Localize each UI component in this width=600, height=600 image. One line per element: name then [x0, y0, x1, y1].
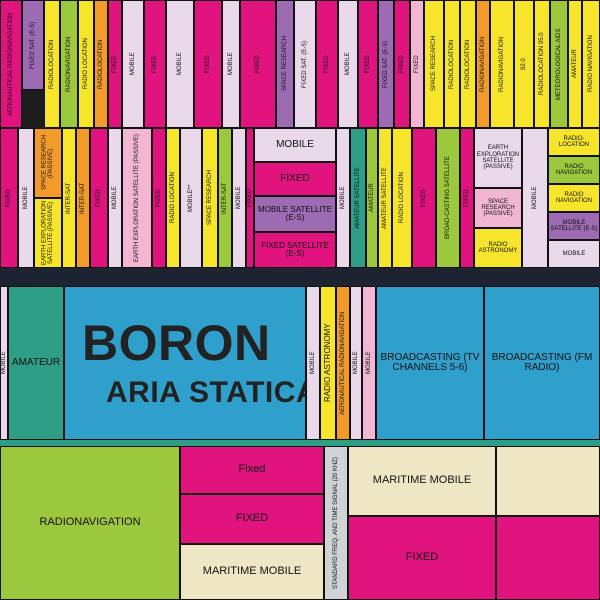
- band-fixed-mixed: Fixed: [180, 446, 324, 494]
- band-radio-location-3: RADIO LOCATION: [392, 128, 412, 268]
- band-broadcasting-fm: BROADCASTING (FM RADIO): [484, 286, 600, 440]
- band-space-research-4: SPACE RESEARCH: [202, 128, 218, 268]
- title-subtitle: ARIA STATICA: [106, 376, 319, 409]
- band-radio-location-4: Radio-location: [548, 128, 600, 156]
- band-radiolocation-4: RADIOLOCATION: [460, 0, 476, 128]
- band-mobile-5: MOBILE: [18, 128, 34, 268]
- band-mobile-12: MOBILE: [0, 286, 8, 440]
- band-radionav-2: RADIONAVIGATION: [476, 0, 490, 128]
- band-radiolocation-1: RADIOLOCATION: [44, 0, 60, 128]
- band-fixed-5: FIXED: [316, 0, 338, 128]
- band-radio-location-2: RADIO LOCATION: [166, 128, 180, 268]
- band-radiolocation-3: RADIOLOCATION: [444, 0, 460, 128]
- band-mobile-6: MOBILE: [108, 128, 122, 268]
- band-radionavigation-big: RADIONAVIGATION: [0, 446, 180, 600]
- band-fixed-sat: FIXED SAT. (E-S): [22, 0, 44, 90]
- band-fixed-2: FIXED: [144, 0, 166, 128]
- band-space-research-2: SPACE RESEARCH: [424, 0, 444, 128]
- band-mobile-11: MOBILE: [548, 240, 600, 268]
- band-mobile-3: MOBILE: [222, 0, 240, 128]
- band-fixed-17: FIXED: [348, 516, 496, 600]
- band-fixed-12: FIXED: [246, 128, 254, 268]
- band-amateur-3: AMATEUR: [8, 286, 64, 440]
- band-fixed-6: FIXED: [358, 0, 378, 128]
- band-mobile-10: MOBILE: [522, 128, 548, 268]
- separator-top: [0, 268, 600, 286]
- band-earth-expl-2: EARTH EXPLORATION SATELLITE (Passive): [122, 128, 152, 268]
- band-amateur-sat-2: Amateur Satellite: [378, 128, 392, 268]
- band-fixed-4: FIXED: [240, 0, 276, 128]
- band-aero-radionav-2: AERONAUTICAL RADIONAVIGATION: [336, 286, 350, 440]
- band-amateur-1: Amateur: [568, 0, 582, 128]
- band-fixed-1: FIXED: [108, 0, 122, 128]
- band-fixed-11: FIXED: [152, 128, 166, 268]
- band-space-research-5: SPACE RESEARCH (Passive): [474, 188, 522, 228]
- band-broad-sat: BROAD-CASTING SATELLITE: [436, 128, 460, 268]
- band-maritime-cream: [496, 446, 600, 516]
- title-name: BORON: [82, 315, 271, 371]
- band-920: 92.0: [514, 0, 534, 128]
- band-inter-sat-2: INTER-SAT: [76, 128, 90, 268]
- band-mobile-7: MOBILE: [232, 128, 246, 268]
- band-radionav-6: RADIO NAVIGATION: [548, 184, 600, 212]
- band-radiolocation-2: RADIOLOCATION: [94, 0, 108, 128]
- band-fixed-15: FIXED: [460, 128, 474, 268]
- band-mobile-15: MOBILE: [362, 286, 376, 440]
- band-standard-freq: STANDARD FREQ. AND TIME SIGNAL (20 kHz): [324, 446, 348, 600]
- band-fixed-13: FIXED: [254, 162, 336, 196]
- band-maritime-mobile-2: MARITIME MOBILE: [348, 446, 496, 516]
- band-mobile-14: MOBILE: [350, 286, 362, 440]
- band-amateur-sat-1: AMATEUR SATELLITE: [350, 128, 366, 268]
- band-inter-sat-1: INTER-SAT: [62, 128, 76, 268]
- band-amateur-2: AMATEUR: [366, 128, 378, 268]
- band-fixed-10: FIXED: [90, 128, 108, 268]
- band-mobile-8: MOBILE: [254, 128, 336, 162]
- band-radionav-5: RADIO NAVIGATION: [548, 156, 600, 184]
- band-space-research-3: SPACE RESEARCH (Passive): [34, 128, 62, 198]
- band-fixed-8: FIXED: [410, 0, 424, 128]
- band-earth-expl-3: EARTH EXPLORATION SATELLITE (Passive): [474, 128, 522, 188]
- band-mobile-sat: MOBILE SATELLITE (E-S): [254, 196, 336, 232]
- band-fixed-sat-4: FIXED SATELLITE (E-S): [254, 232, 336, 268]
- band-aero-radionav: AERONAUTICAL RADIONAVIGATION: [0, 0, 22, 128]
- band-mobile-13: MOBILE: [306, 286, 320, 440]
- band-earth-expl-1: EARTH EXPLORATION SATELLITE (Passive): [34, 198, 62, 268]
- band-fixed-pink: [496, 516, 600, 600]
- band-inter-sat-3: INTER-SAT: [218, 128, 232, 268]
- band-radionav-3: RADIONAVIGATION: [490, 0, 514, 128]
- band-mobile-2: MOBILE: [166, 0, 194, 128]
- band-fixed-16: FIXED: [180, 494, 324, 544]
- band-fixed-14: FIXED: [412, 128, 436, 268]
- band-fixed-sat-2: FIXED SAT. (E-S): [294, 0, 316, 128]
- band-mobile-9: MOBILE: [336, 128, 350, 268]
- band-met-aids: Meteorological Aids: [550, 0, 568, 128]
- band-mobile-sat-2: MOBILE SATELLITE (E-S): [548, 212, 600, 240]
- band-mobile-stars: MOBILE**: [180, 128, 202, 268]
- band-radio-location-1: RADIO LOCATION: [78, 0, 94, 128]
- band-broadcasting-tv: BROADCASTING (TV CHANNELS 5-6): [376, 286, 484, 440]
- band-fixed-sat-3: FIXED SAT. (E-S): [378, 0, 394, 128]
- band-mobile-4: MOBILE: [338, 0, 358, 128]
- band-fixed-3: FIXED: [194, 0, 222, 128]
- band-mobile-1: MOBILE: [122, 0, 144, 128]
- band-radiolocation-950: RADIOLOCATION 95.0: [534, 0, 550, 128]
- band-fixed-9: FIXED: [0, 128, 18, 268]
- separator-bottom: [0, 440, 600, 446]
- band-radio-astronomy-1: RADIO ASTRONOMY: [474, 228, 522, 268]
- title-panel: [64, 286, 306, 440]
- band-fixed-7: FIXED: [394, 0, 410, 128]
- band-space-research-1: SPACE RESEARCH: [276, 0, 294, 128]
- band-radio-astronomy-2: RADIO ASTRONOMY: [320, 286, 336, 440]
- band-radionavigation-1: RADIONAVIGATION: [60, 0, 78, 128]
- band-maritime-mobile-1: MARITIME MOBILE: [180, 544, 324, 600]
- band-radio-nav-4: RADIO NAVIGATION: [582, 0, 600, 128]
